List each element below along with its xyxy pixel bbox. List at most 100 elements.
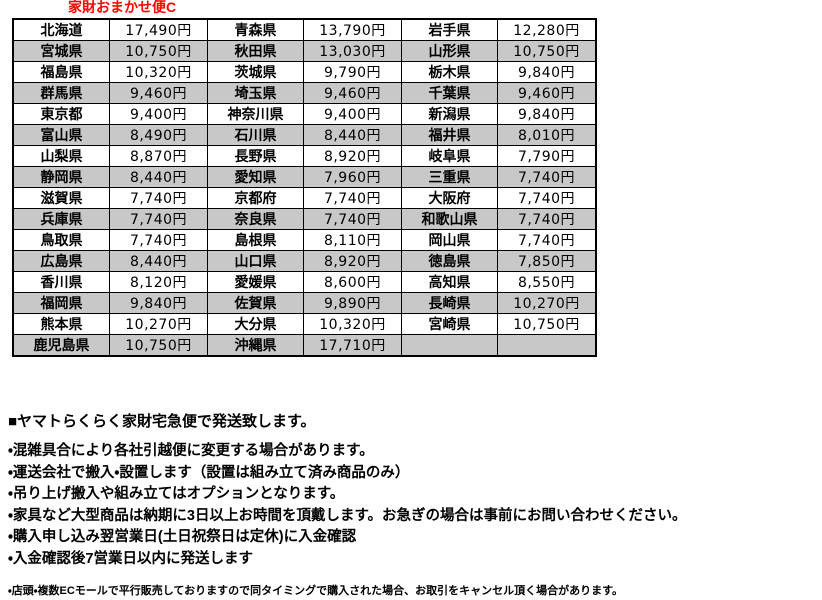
price-cell: 8,550円 [497, 271, 597, 293]
prefecture-cell: 高知県 [401, 271, 498, 293]
price-cell: 8,440円 [303, 124, 402, 146]
price-cell: 8,600円 [303, 271, 402, 293]
price-cell: 17,490円 [109, 18, 208, 41]
prefecture-cell: 石川県 [207, 124, 304, 146]
notes-bullet: ・家具など大型商品は納期に3日以上お時間を頂戴します。お急ぎの場合は事前にお問い… [8, 507, 687, 524]
prefecture-cell: 埼玉県 [207, 82, 304, 104]
price-cell: 7,740円 [303, 208, 402, 230]
price-cell: 10,270円 [497, 292, 597, 314]
prefecture-cell: 静岡県 [12, 166, 110, 188]
price-cell: 7,740円 [497, 208, 597, 230]
prefecture-cell: 鹿児島県 [12, 334, 110, 357]
price-cell: 10,750円 [109, 40, 208, 62]
price-cell: 9,840円 [497, 61, 597, 83]
prefecture-cell: 鳥取県 [12, 229, 110, 251]
table-row: 福岡県 9,840円 佐賀県 9,890円 長崎県 10,270円 [12, 292, 597, 314]
notes-fine-print: ・店頭・複数ECモールで平行販売しておりますので同タイミングで購入された場合、お… [8, 585, 623, 597]
table-row: 鳥取県 7,740円 島根県 8,110円 岡山県 7,740円 [12, 229, 597, 251]
prefecture-cell: 山口県 [207, 250, 304, 272]
prefecture-cell: 山形県 [401, 40, 498, 62]
price-cell: 9,460円 [303, 82, 402, 104]
prefecture-cell: 京都府 [207, 187, 304, 209]
table-row: 広島県 8,440円 山口県 8,920円 徳島県 7,850円 [12, 250, 597, 272]
prefecture-cell: 富山県 [12, 124, 110, 146]
price-cell: 10,320円 [109, 61, 208, 83]
prefecture-cell: 沖縄県 [207, 334, 304, 357]
page-title: 家財おまかせ便C [68, 0, 177, 15]
price-cell [497, 334, 597, 357]
prefecture-cell: 香川県 [12, 271, 110, 293]
prefecture-cell: 北海道 [12, 18, 110, 41]
table-row: 富山県 8,490円 石川県 8,440円 福井県 8,010円 [12, 124, 597, 146]
prefecture-cell: 徳島県 [401, 250, 498, 272]
notes-heading: ■ヤマトらくらく家財宅急便で発送致します。 [8, 413, 316, 430]
prefecture-cell: 東京都 [12, 103, 110, 125]
price-cell: 12,280円 [497, 18, 597, 41]
table-row: 兵庫県 7,740円 奈良県 7,740円 和歌山県 7,740円 [12, 208, 597, 230]
notes-bullet: ・運送会社で搬入・設置します（設置は組み立て済み商品のみ） [8, 464, 410, 481]
table-row: 熊本県 10,270円 大分県 10,320円 宮崎県 10,750円 [12, 313, 597, 335]
prefecture-cell: 奈良県 [207, 208, 304, 230]
price-cell: 9,840円 [109, 292, 208, 314]
table-row: 東京都 9,400円 神奈川県 9,400円 新潟県 9,840円 [12, 103, 597, 125]
prefecture-cell: 愛知県 [207, 166, 304, 188]
prefecture-cell: 宮城県 [12, 40, 110, 62]
price-cell: 8,010円 [497, 124, 597, 146]
prefecture-cell: 佐賀県 [207, 292, 304, 314]
table-row: 滋賀県 7,740円 京都府 7,740円 大阪府 7,740円 [12, 187, 597, 209]
prefecture-cell: 栃木県 [401, 61, 498, 83]
table-row: 北海道 17,490円 青森県 13,790円 岩手県 12,280円 [12, 18, 597, 41]
table-row: 群馬県 9,460円 埼玉県 9,460円 千葉県 9,460円 [12, 82, 597, 104]
price-cell: 7,850円 [497, 250, 597, 272]
price-cell: 10,270円 [109, 313, 208, 335]
price-cell: 8,490円 [109, 124, 208, 146]
notes-bullet: ・混雑具合により各社引越便に変更する場合があります。 [8, 443, 374, 459]
prefecture-cell: 長崎県 [401, 292, 498, 314]
price-cell: 7,740円 [303, 187, 402, 209]
notes-block: ■ヤマトらくらく家財宅急便で発送致します。 ・混雑具合により各社引越便に変更する… [8, 411, 814, 600]
price-cell: 8,120円 [109, 271, 208, 293]
prefecture-cell: 山梨県 [12, 145, 110, 167]
prefecture-cell: 広島県 [12, 250, 110, 272]
prefecture-cell: 千葉県 [401, 82, 498, 104]
shipping-price-table-body: 北海道 17,490円 青森県 13,790円 岩手県 12,280円 宮城県 10,750円… [12, 18, 597, 357]
prefecture-cell: 愛媛県 [207, 271, 304, 293]
prefecture-cell: 秋田県 [207, 40, 304, 62]
table-row: 香川県 8,120円 愛媛県 8,600円 高知県 8,550円 [12, 271, 597, 293]
prefecture-cell: 熊本県 [12, 313, 110, 335]
prefecture-cell: 兵庫県 [12, 208, 110, 230]
prefecture-cell: 福島県 [12, 61, 110, 83]
prefecture-cell: 岐阜県 [401, 145, 498, 167]
price-cell: 7,790円 [497, 145, 597, 167]
prefecture-cell: 群馬県 [12, 82, 110, 104]
table-row: 鹿児島県 10,750円 沖縄県 17,710円 [12, 334, 597, 357]
price-cell: 8,440円 [109, 250, 208, 272]
notes-bullet: ・入金確認後7営業日以内に発送します [8, 550, 253, 567]
price-cell: 9,790円 [303, 61, 402, 83]
price-cell: 8,920円 [303, 145, 402, 167]
price-cell: 8,440円 [109, 166, 208, 188]
prefecture-cell: 福井県 [401, 124, 498, 146]
price-cell: 9,400円 [303, 103, 402, 125]
prefecture-cell: 大阪府 [401, 187, 498, 209]
prefecture-cell: 岡山県 [401, 229, 498, 251]
shipping-price-table-container: 北海道 17,490円 青森県 13,790円 岩手県 12,280円 宮城県 10,750円… [12, 18, 597, 357]
price-cell: 8,920円 [303, 250, 402, 272]
shipping-price-table: 北海道 17,490円 青森県 13,790円 岩手県 12,280円 宮城県 10,750円… [12, 18, 597, 357]
price-cell: 7,740円 [109, 208, 208, 230]
price-cell: 13,790円 [303, 18, 402, 41]
price-cell: 10,750円 [497, 313, 597, 335]
prefecture-cell: 三重県 [401, 166, 498, 188]
price-cell: 9,400円 [109, 103, 208, 125]
prefecture-cell: 宮崎県 [401, 313, 498, 335]
price-cell: 7,740円 [109, 187, 208, 209]
price-cell: 9,890円 [303, 292, 402, 314]
prefecture-cell: 新潟県 [401, 103, 498, 125]
price-cell: 8,870円 [109, 145, 208, 167]
prefecture-cell: 岩手県 [401, 18, 498, 41]
price-cell: 9,460円 [497, 82, 597, 104]
price-cell: 7,960円 [303, 166, 402, 188]
prefecture-cell [401, 334, 498, 357]
price-cell: 7,740円 [109, 229, 208, 251]
price-cell: 7,740円 [497, 166, 597, 188]
